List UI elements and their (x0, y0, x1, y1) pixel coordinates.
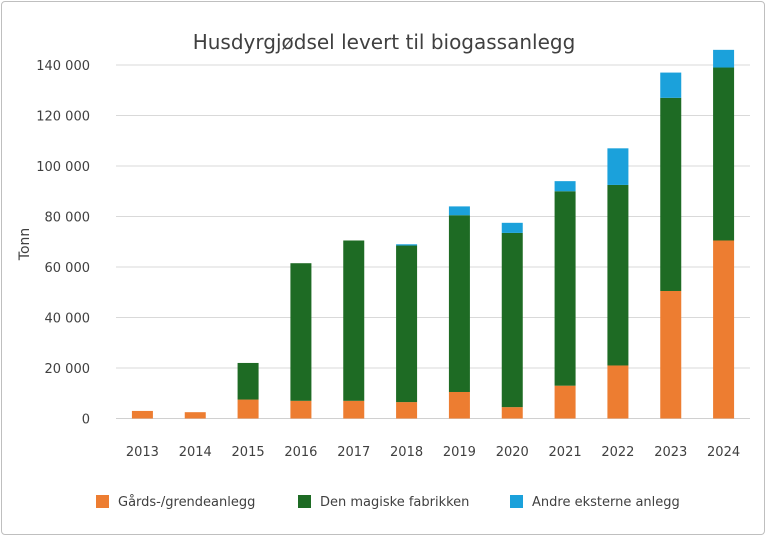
x-axis-ticks: 2013 2014 2015 2016 2017 2018 2019 2020 2021 2022… (126, 445, 740, 460)
y-axis-ticks: 0 20 000 40 000 60 000 80 000 100 000 120 000 1… (36, 59, 90, 428)
legend-swatch (510, 495, 523, 508)
bar-segment (290, 263, 312, 401)
bar-segment (290, 400, 312, 419)
gridlines (116, 64, 750, 419)
bar-segment (501, 232, 523, 408)
x-tick-label: 2015 (232, 445, 265, 460)
y-tick-label: 80 000 (45, 211, 91, 226)
legend-label: Gårds-/grendeanlegg (118, 495, 255, 510)
x-tick-label: 2018 (390, 445, 423, 460)
bar-segment (237, 399, 259, 419)
bar-segment (131, 410, 153, 419)
y-tick-label: 0 (82, 413, 90, 428)
legend-swatch (298, 495, 311, 508)
bar-segment (660, 290, 682, 419)
x-tick-label: 2023 (654, 445, 687, 460)
legend-label: Den magiske fabrikken (320, 495, 469, 510)
bar-segment (343, 400, 365, 419)
bar-segment (501, 222, 523, 233)
chart-title: Husdyrgjødsel levert til biogassanlegg (193, 30, 576, 54)
bar-segment (713, 67, 735, 241)
bar-segment (607, 148, 629, 185)
x-tick-label: 2016 (284, 445, 317, 460)
bars (131, 49, 735, 419)
bar-segment (396, 402, 418, 419)
y-tick-label: 100 000 (36, 160, 90, 175)
legend: Gårds-/grendeanlegg Den magiske fabrikken… (96, 495, 680, 510)
legend-swatch (96, 495, 109, 508)
bar-segment (660, 72, 682, 98)
bar-segment (396, 245, 418, 403)
bar-segment (184, 412, 206, 419)
bar-segment (448, 206, 470, 216)
y-tick-label: 60 000 (45, 261, 91, 276)
bar-segment (554, 191, 576, 386)
bar-segment (713, 49, 735, 68)
bar-segment (713, 240, 735, 419)
y-tick-label: 120 000 (36, 110, 90, 125)
y-axis-title: Tonn (17, 228, 33, 261)
x-tick-label: 2013 (126, 445, 159, 460)
bar-segment (607, 365, 629, 419)
bar-segment (343, 240, 365, 401)
y-tick-label: 140 000 (36, 59, 90, 74)
legend-label: Andre eksterne anlegg (532, 495, 680, 510)
x-tick-label: 2019 (443, 445, 476, 460)
bar-segment (396, 244, 418, 246)
x-tick-label: 2014 (179, 445, 212, 460)
bar-segment (660, 97, 682, 291)
bar-segment (237, 362, 259, 400)
bar-segment (554, 385, 576, 419)
x-tick-label: 2020 (496, 445, 529, 460)
bar-segment (607, 184, 629, 366)
x-tick-label: 2021 (549, 445, 582, 460)
y-tick-label: 40 000 (45, 312, 91, 327)
bar-segment (501, 407, 523, 419)
y-tick-label: 20 000 (45, 362, 91, 377)
bar-segment (554, 181, 576, 192)
x-tick-label: 2022 (601, 445, 634, 460)
bar-segment (448, 391, 470, 419)
x-tick-label: 2024 (707, 445, 740, 460)
bar-segment (448, 215, 470, 392)
x-tick-label: 2017 (337, 445, 370, 460)
